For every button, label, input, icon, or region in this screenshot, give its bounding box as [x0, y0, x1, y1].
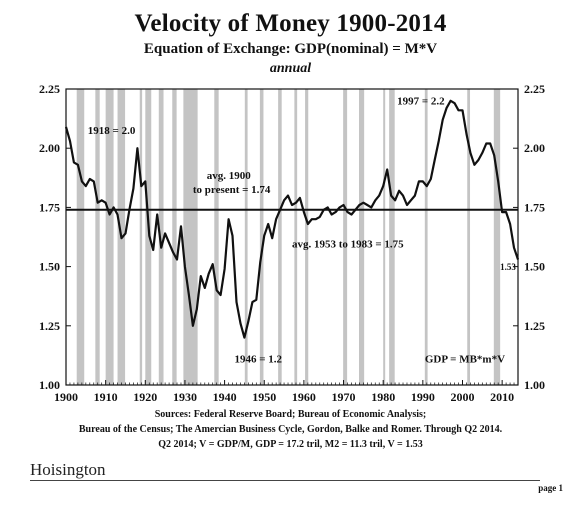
recession-band	[467, 89, 471, 385]
recession-band	[493, 89, 501, 385]
y-tick-label-right: 2.00	[524, 141, 545, 155]
x-tick-label: 1990	[411, 390, 435, 404]
recession-band	[183, 89, 198, 385]
recession-band	[424, 89, 428, 385]
annotation-peak-1918: 1918 = 2.0	[88, 125, 136, 137]
annotation-avg-1953: avg. 1953 to 1983 = 1.75	[292, 239, 404, 251]
recession-band	[343, 89, 348, 385]
recession-band	[76, 89, 85, 385]
x-tick-label: 1960	[292, 390, 316, 404]
chart-title: Velocity of Money 1900-2014	[134, 10, 447, 37]
x-tick-label: 1900	[54, 390, 78, 404]
y-tick-label-right: 1.50	[524, 260, 545, 274]
x-tick-label: 1940	[213, 390, 237, 404]
annotation-last-value: 1.53	[500, 262, 516, 272]
recession-band	[389, 89, 395, 385]
x-tick-label: 2010	[490, 390, 514, 404]
footer-divider	[30, 480, 540, 481]
velocity-series-line	[64, 99, 520, 339]
y-tick-label-left: 1.25	[39, 319, 60, 333]
recession-band	[105, 89, 114, 385]
y-tick-label-right: 2.25	[524, 82, 545, 96]
sources-line-3: Q2 2014; V = GDP/M, GDP = 17.2 tril, M2 …	[158, 439, 423, 450]
y-tick-label-left: 1.50	[39, 260, 60, 274]
x-tick-label: 1970	[332, 390, 356, 404]
x-tick-label: 1930	[173, 390, 197, 404]
y-tick-label-left: 1.00	[39, 378, 60, 392]
recession-band	[359, 89, 365, 385]
y-tick-label-right: 1.75	[524, 200, 545, 214]
x-tick-label: 1910	[94, 390, 118, 404]
page-number: page 1	[538, 483, 563, 493]
y-tick-label-left: 2.25	[39, 82, 60, 96]
x-tick-label: 1980	[371, 390, 395, 404]
recession-band	[305, 89, 309, 385]
recession-band	[158, 89, 164, 385]
x-tick-label: 2000	[450, 390, 474, 404]
recession-band	[259, 89, 264, 385]
y-tick-label-left: 1.75	[39, 200, 60, 214]
hoisington-logo: Hoisington	[30, 460, 106, 479]
x-tick-label: 1920	[133, 390, 157, 404]
annotation-peak-1997: 1997 = 2.2	[397, 95, 445, 107]
recession-band	[95, 89, 100, 385]
recession-band	[244, 89, 248, 385]
sources-line-2: Bureau of the Census; The Amercian Busin…	[78, 424, 503, 435]
recession-band	[214, 89, 219, 385]
recession-band	[145, 89, 152, 385]
y-tick-label-right: 1.25	[524, 319, 545, 333]
y-tick-label-left: 2.00	[39, 141, 60, 155]
y-tick-label-right: 1.00	[524, 378, 545, 392]
recession-band	[294, 89, 298, 385]
annotation-avg-1900-line1: avg. 1900	[207, 170, 252, 182]
annotation-avg-1900-line2: to present = 1.74	[193, 184, 271, 196]
annotation-low-1946: 1946 = 1.2	[235, 354, 283, 366]
chart-period-label: annual	[269, 61, 312, 76]
recession-band	[172, 89, 177, 385]
sources-line-1: Sources: Federal Reserve Board; Bureau o…	[154, 409, 427, 420]
recession-band	[139, 89, 143, 385]
annotation-formula: GDP = MB*m*V	[425, 354, 505, 366]
recession-band	[278, 89, 282, 385]
chart-subtitle: Equation of Exchange: GDP(nominal) = M*V	[143, 41, 438, 57]
recession-band	[383, 89, 386, 385]
x-tick-label: 1950	[252, 390, 276, 404]
